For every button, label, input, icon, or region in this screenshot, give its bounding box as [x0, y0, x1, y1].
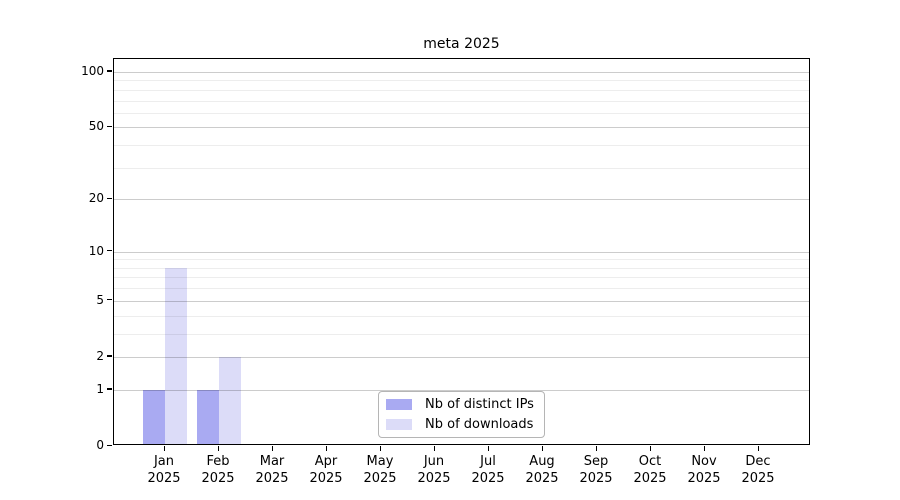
x-tick-month: Jan [153, 454, 175, 469]
bar-distinct-ips [143, 389, 165, 444]
x-tick-year: 2025 [255, 471, 289, 486]
y-tick-mark [107, 444, 112, 446]
x-tick-mark [541, 446, 543, 451]
y-tick-label: 10 [88, 243, 104, 258]
x-tick-label: Aug 2025 [510, 453, 574, 487]
x-tick-year: 2025 [687, 471, 721, 486]
y-gridline-minor [114, 333, 809, 335]
x-tick-mark [649, 446, 651, 451]
x-tick-label: Feb 2025 [186, 453, 250, 487]
legend-label-downloads: Nb of downloads [425, 416, 534, 432]
x-tick-year: 2025 [309, 471, 343, 486]
y-gridline-major [114, 127, 809, 129]
x-tick-year: 2025 [363, 471, 397, 486]
y-tick-label: 2 [96, 348, 104, 363]
x-tick-year: 2025 [633, 471, 667, 486]
x-tick-month: Jul [480, 454, 496, 469]
x-tick-label: Jan 2025 [132, 453, 196, 487]
y-tick-mark [107, 355, 112, 357]
y-tick-label: 100 [81, 63, 104, 78]
x-tick-year: 2025 [741, 471, 775, 486]
y-tick-label: 5 [96, 292, 104, 307]
x-tick-label: Dec 2025 [726, 453, 790, 487]
x-tick-month: Sep [583, 454, 609, 469]
y-gridline-major [114, 300, 809, 302]
x-tick-mark [325, 446, 327, 451]
y-gridline-minor [114, 80, 809, 82]
x-tick-label: Jun 2025 [402, 453, 466, 487]
y-gridline-minor [114, 288, 809, 290]
x-tick-label: Nov 2025 [672, 453, 736, 487]
y-tick-label: 1 [96, 381, 104, 396]
x-tick-month: Oct [638, 454, 662, 469]
y-tick-label: 0 [96, 438, 104, 452]
x-tick-label: Jul 2025 [456, 453, 520, 487]
legend-label-distinct-ips: Nb of distinct IPs [425, 396, 534, 412]
x-tick-mark [487, 446, 489, 451]
y-tick-mark [107, 197, 112, 199]
legend-item-downloads: Nb of downloads [386, 417, 536, 433]
x-tick-year: 2025 [471, 471, 505, 486]
x-tick-year: 2025 [525, 471, 559, 486]
y-gridline-minor [114, 267, 809, 269]
y-tick-mark [107, 70, 112, 72]
y-tick-label: 20 [88, 191, 104, 206]
x-tick-label: Sep 2025 [564, 453, 628, 487]
x-tick-year: 2025 [147, 471, 181, 486]
y-tick-mark [107, 388, 112, 390]
y-gridline-minor [114, 112, 809, 114]
y-gridline-minor [114, 167, 809, 169]
x-tick-mark [379, 446, 381, 451]
y-gridline-minor [114, 89, 809, 91]
y-gridline-major [114, 71, 809, 73]
x-tick-label: May 2025 [348, 453, 412, 487]
x-tick-mark [595, 446, 597, 451]
plot-canvas [114, 59, 809, 444]
x-tick-year: 2025 [579, 471, 613, 486]
x-tick-year: 2025 [201, 471, 235, 486]
bar-downloads [219, 356, 241, 444]
x-tick-month: Feb [206, 454, 230, 469]
x-tick-label: Apr 2025 [294, 453, 358, 487]
y-gridline-minor [114, 259, 809, 261]
x-tick-mark [703, 446, 705, 451]
y-gridline-minor [114, 145, 809, 147]
bar-distinct-ips [197, 389, 219, 444]
plot-area [113, 58, 810, 445]
x-tick-month: Aug [529, 454, 555, 469]
x-tick-month: Jun [423, 454, 445, 469]
legend: Nb of distinct IPs Nb of downloads [378, 391, 545, 438]
x-tick-month: Mar [259, 454, 285, 469]
y-gridline-minor [114, 100, 809, 102]
y-gridline-minor [114, 277, 809, 279]
x-tick-mark [271, 446, 273, 451]
x-tick-year: 2025 [417, 471, 451, 486]
y-tick-mark [107, 125, 112, 128]
bar-downloads [165, 267, 187, 444]
y-gridline-major [114, 199, 809, 201]
y-gridline-major [114, 389, 809, 391]
x-tick-label: Mar 2025 [240, 453, 304, 487]
x-tick-month: Apr [314, 454, 338, 469]
x-tick-month: May [366, 454, 394, 469]
x-tick-mark [433, 446, 435, 451]
chart-title: meta 2025 [423, 36, 500, 52]
x-tick-mark [163, 446, 165, 451]
y-gridline-minor [114, 315, 809, 317]
x-tick-mark [757, 446, 759, 451]
x-tick-month: Nov [691, 454, 717, 469]
y-tick-mark [107, 250, 112, 252]
legend-swatch-downloads-icon [386, 419, 412, 430]
x-tick-month: Dec [745, 454, 771, 469]
y-gridline-major [114, 356, 809, 358]
y-tick-label: 50 [88, 119, 104, 134]
legend-swatch-distinct-ips-icon [386, 399, 412, 410]
x-tick-label: Oct 2025 [618, 453, 682, 487]
x-tick-mark [217, 446, 219, 451]
y-gridline-major [114, 251, 809, 253]
legend-item-distinct-ips: Nb of distinct IPs [386, 397, 536, 413]
y-tick-mark [107, 299, 112, 301]
